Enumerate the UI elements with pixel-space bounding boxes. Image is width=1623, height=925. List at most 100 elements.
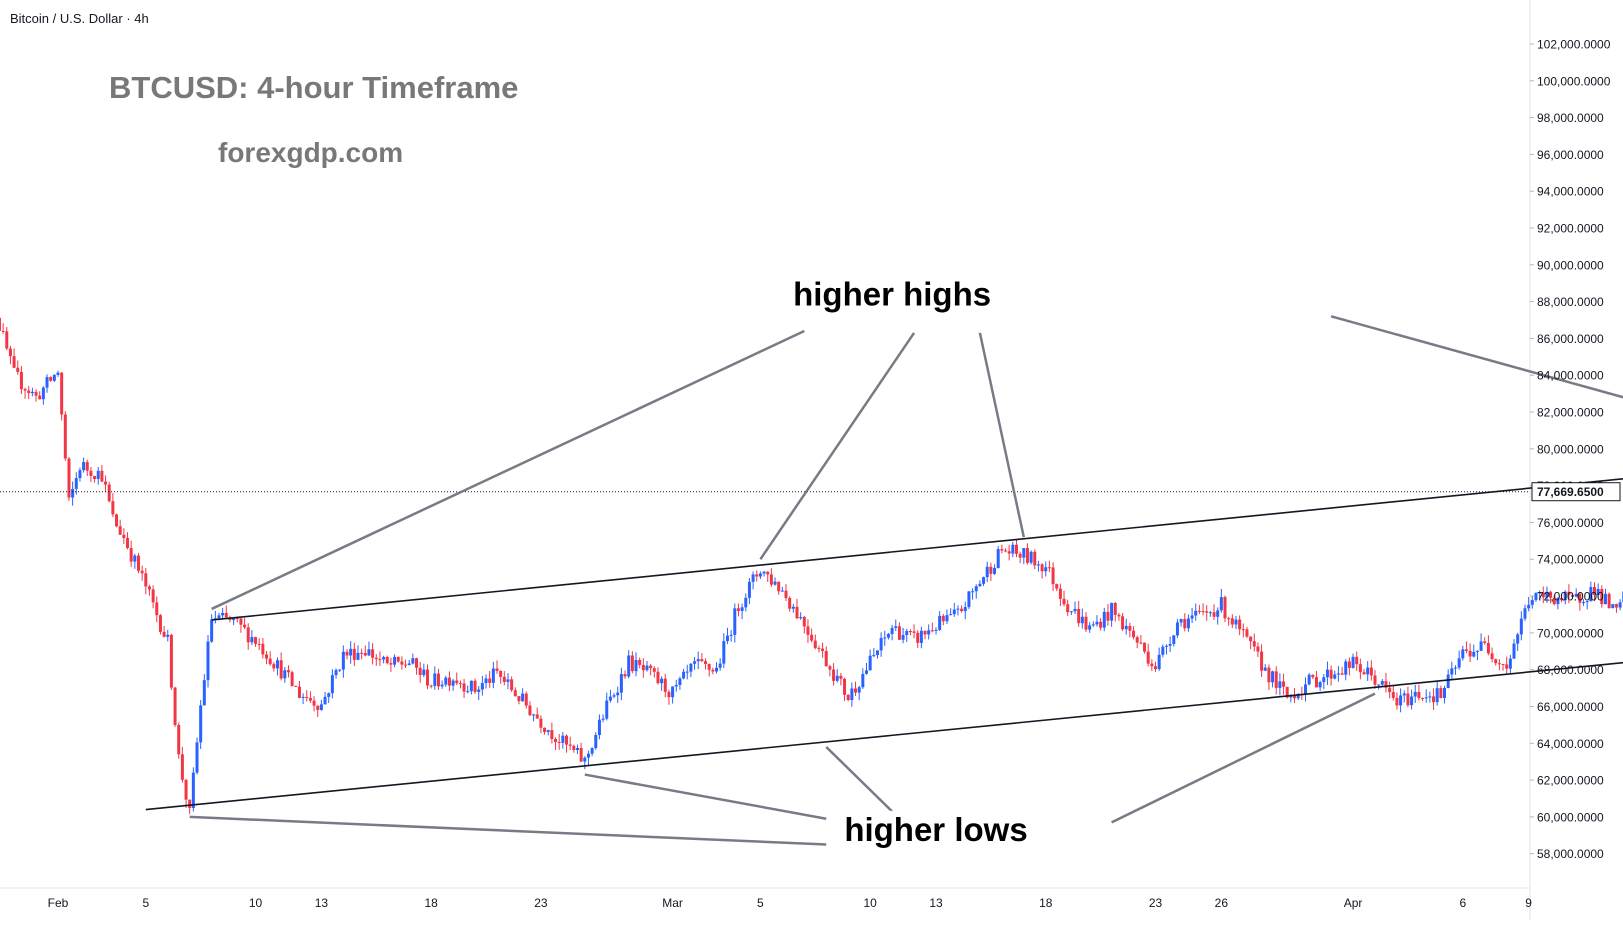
candle-body — [1121, 616, 1125, 630]
candle-body — [1461, 649, 1465, 659]
candle-body — [1614, 604, 1618, 608]
higher-highs-pointer — [1330, 315, 1623, 399]
candle-body — [1593, 587, 1596, 595]
candle-body — [1497, 663, 1501, 665]
candle-body — [272, 664, 276, 669]
bullish-candle — [1443, 685, 1447, 704]
bearish-candle — [1432, 688, 1436, 710]
bullish-candle — [590, 747, 594, 757]
bullish-candle — [1366, 661, 1370, 681]
candle-body — [1329, 669, 1333, 679]
candle-body — [747, 581, 751, 598]
candle-body — [952, 609, 956, 615]
candle-body — [1223, 597, 1227, 619]
price-axis[interactable]: 58,000.0000 60,000.0000 62,000.0000 64,000.… — [1530, 37, 1611, 861]
candle-body — [1607, 593, 1611, 609]
candle-body — [971, 591, 975, 593]
candle-body — [180, 754, 184, 780]
time-axis[interactable]: Feb510131823Mar51013182326Apr6914172227M… — [48, 896, 1623, 910]
bullish-candle — [1069, 611, 1073, 616]
candle-body — [641, 664, 645, 671]
candle-body — [1047, 567, 1051, 569]
bearish-candle — [1541, 586, 1545, 604]
candle-body — [1293, 695, 1297, 699]
candle-body — [294, 686, 298, 688]
bullish-candle — [1545, 586, 1549, 603]
candle-body — [1263, 667, 1267, 671]
price-tick-label: 64,000.0000 — [1537, 737, 1604, 751]
bullish-candle — [338, 669, 342, 672]
candle-body — [1095, 621, 1099, 625]
candle-body — [1563, 591, 1567, 601]
candle-body — [1369, 667, 1373, 676]
bullish-candle — [440, 680, 444, 689]
bearish-candle — [1607, 592, 1611, 609]
candle-body — [1318, 682, 1322, 688]
candle-body — [1464, 649, 1468, 651]
bearish-candle — [1212, 604, 1216, 620]
bullish-candle — [1461, 645, 1465, 661]
candle-body — [528, 705, 532, 716]
candle-body — [1410, 696, 1414, 706]
candle-body — [1322, 677, 1326, 683]
bearish-candle — [638, 657, 642, 669]
candle-body — [1582, 602, 1586, 604]
bearish-candle — [1552, 595, 1556, 606]
price-tick-label: 96,000.0000 — [1537, 148, 1604, 162]
bearish-candle — [1362, 668, 1366, 675]
bearish-candle — [1025, 543, 1029, 565]
bearish-candle — [667, 689, 671, 705]
candle-body — [349, 648, 353, 656]
bearish-candle — [1282, 673, 1286, 695]
bullish-candle — [1534, 592, 1538, 602]
candle-body — [305, 696, 309, 699]
bearish-candle — [535, 707, 539, 719]
bearish-candle — [1058, 583, 1062, 607]
candle-body — [583, 757, 587, 762]
bullish-candle — [96, 467, 100, 485]
candle-body — [1004, 550, 1008, 552]
candle-body — [1552, 597, 1556, 605]
candle-body — [1274, 671, 1278, 688]
candle-body — [1062, 598, 1066, 605]
bullish-candle — [1164, 644, 1168, 655]
bearish-candle — [85, 459, 89, 477]
bearish-candle — [704, 658, 708, 670]
bullish-candle — [974, 584, 978, 599]
bullish-candle — [715, 662, 718, 674]
higher-lows-pointer — [1111, 692, 1376, 824]
candle-body — [195, 742, 199, 773]
candle-body — [502, 676, 506, 682]
bearish-candle — [1201, 603, 1205, 616]
bullish-candle — [1516, 632, 1520, 652]
bullish-candle — [1508, 654, 1512, 675]
bearish-candle — [436, 668, 440, 690]
bullish-candle — [1036, 560, 1040, 572]
bullish-candle — [1538, 590, 1542, 600]
candle-body — [1183, 619, 1187, 629]
candle-body — [740, 607, 744, 611]
candle-body — [1216, 610, 1220, 617]
bullish-candle — [1322, 673, 1326, 690]
candle-body — [985, 566, 989, 578]
candle-body — [908, 631, 912, 633]
candle-body — [122, 534, 126, 538]
candle-body — [810, 634, 814, 641]
bullish-candle — [601, 714, 605, 723]
bullish-candle — [949, 608, 953, 616]
price-tick-label: 88,000.0000 — [1537, 295, 1604, 309]
bullish-candle — [451, 678, 455, 691]
candle-body — [16, 367, 20, 372]
candle-body — [1172, 635, 1176, 645]
bullish-candle — [660, 676, 664, 691]
bullish-candle — [480, 675, 484, 696]
bearish-candle — [565, 734, 569, 753]
bearish-candle — [795, 598, 799, 620]
bullish-candle — [894, 619, 898, 632]
candle-body — [436, 673, 440, 687]
price-tick-label: 100,000.0000 — [1537, 74, 1611, 88]
candle-body — [334, 670, 338, 676]
candle-body — [19, 371, 23, 390]
bullish-candle — [506, 673, 510, 690]
candle-body — [1516, 634, 1520, 644]
